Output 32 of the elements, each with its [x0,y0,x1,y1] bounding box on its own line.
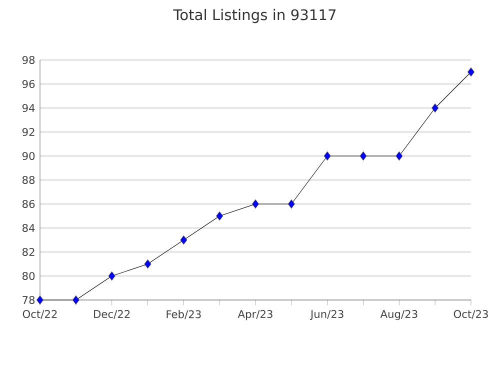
x-tick-label: Dec/22 [94,310,130,319]
y-tick-label: 80 [22,272,35,280]
point [396,151,403,161]
point [360,151,367,161]
y-tick-label: 88 [22,176,35,184]
y-tick-label: 98 [22,56,35,64]
y-tick-label: 90 [22,152,35,160]
x-tick-label: Oct/23 [454,310,488,319]
point [468,67,474,77]
point [216,211,224,221]
point [108,271,116,281]
y-tick-label: 96 [22,80,35,88]
chart-title: Total Listings in 93117 [173,8,336,24]
y-tick-label: 92 [22,128,34,136]
point [72,295,80,305]
y-tick-label: 94 [22,104,35,112]
point [144,259,152,269]
point [180,235,188,245]
point [288,199,295,209]
point [252,199,259,209]
point [324,151,331,161]
y-tick-label: 78 [22,296,35,304]
x-tick-label: Feb/23 [166,310,201,320]
point [36,295,44,305]
y-tick-label: 84 [22,224,35,232]
x-tick-label: Oct/22 [22,310,57,319]
y-tick-label: 82 [22,248,34,256]
x-tick-label: Apr/23 [238,310,272,320]
x-tick-label: Jun/23 [310,310,344,320]
x-tick-label: Aug/23 [380,310,418,320]
y-tick-label: 86 [22,200,35,208]
point [432,103,439,113]
